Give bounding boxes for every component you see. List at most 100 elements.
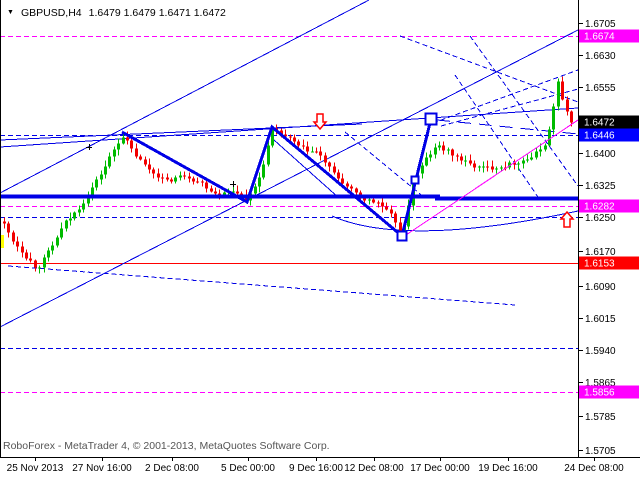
trendline[interactable] — [0, 29, 579, 328]
price-badge-label: 1.6446 — [584, 131, 615, 142]
price-tick-label: 1.6250 — [585, 213, 616, 224]
candle — [196, 181, 199, 183]
candle — [210, 188, 213, 192]
candle — [192, 178, 195, 182]
trendline-dashed[interactable] — [432, 69, 579, 124]
price-tick-label: 1.6170 — [585, 247, 616, 258]
candle — [130, 140, 133, 149]
trendline-dashed[interactable] — [469, 35, 579, 187]
trendline-dashed[interactable] — [436, 119, 579, 135]
candle — [517, 163, 520, 165]
candle — [284, 134, 287, 137]
time-tick-label: 27 Nov 16:00 — [72, 463, 132, 474]
candle — [117, 143, 120, 150]
price-badge-label: 1.6153 — [584, 259, 615, 270]
time-tick-label: 2 Dec 08:00 — [145, 463, 199, 474]
price-tick-label: 1.6015 — [585, 314, 616, 325]
price-tick-label: 1.6090 — [585, 282, 616, 293]
candle — [201, 181, 204, 183]
candle — [65, 220, 68, 229]
trendline[interactable] — [0, 0, 370, 194]
price-tick-label: 1.5785 — [585, 412, 616, 423]
candle — [469, 160, 472, 164]
candle — [539, 149, 542, 152]
support-arc[interactable] — [331, 210, 579, 232]
price-tick-label: 1.6555 — [585, 83, 616, 94]
candle — [214, 191, 217, 194]
candle — [161, 177, 164, 179]
candle — [87, 196, 90, 204]
candle — [324, 155, 327, 163]
candle — [495, 168, 498, 170]
time-tick-label: 25 Nov 2013 — [7, 463, 64, 474]
trendline-dashed[interactable] — [344, 131, 426, 199]
candle — [500, 167, 503, 169]
zigzag-node-marker[interactable] — [396, 230, 408, 242]
forecast-trendline[interactable] — [402, 119, 579, 238]
candle — [482, 166, 485, 168]
trendline-dashed[interactable] — [399, 35, 579, 103]
price-level-badge — [579, 115, 639, 129]
time-tick-label: 9 Dec 16:00 — [289, 463, 343, 474]
candle — [78, 209, 81, 213]
zigzag-node-marker[interactable] — [410, 175, 420, 185]
candle — [267, 145, 270, 165]
candle — [328, 162, 331, 167]
candle — [464, 160, 467, 162]
candle — [390, 209, 393, 214]
candle — [100, 174, 103, 180]
candle — [280, 130, 283, 135]
symbol-period-label: GBPUSD,H4 — [20, 7, 82, 19]
candle — [34, 260, 37, 268]
candle — [319, 151, 322, 156]
candle — [535, 151, 538, 158]
candle — [315, 151, 318, 153]
candle — [12, 232, 15, 242]
candle — [456, 155, 459, 157]
candle — [394, 213, 397, 223]
candle — [29, 258, 32, 261]
candle — [438, 145, 441, 148]
candle — [548, 129, 551, 146]
candle — [530, 157, 533, 160]
candle — [104, 166, 107, 175]
candle — [3, 221, 6, 224]
trendline-dashed[interactable] — [454, 74, 541, 201]
candle — [113, 149, 116, 157]
candle — [254, 186, 257, 194]
candle — [399, 222, 402, 231]
time-tick-label: 19 Dec 16:00 — [478, 463, 538, 474]
candle — [429, 154, 432, 158]
sell-arrow-icon[interactable] — [312, 113, 328, 131]
buy-arrow-icon[interactable] — [559, 210, 575, 228]
candle — [51, 245, 54, 251]
zigzag-pattern-line[interactable] — [121, 118, 433, 239]
trendline-dashed[interactable] — [7, 265, 516, 306]
candle — [289, 136, 292, 138]
candle — [381, 202, 384, 207]
candle — [293, 137, 296, 142]
price-tick-label: 1.6325 — [585, 181, 616, 192]
candle — [544, 145, 547, 150]
candle — [421, 165, 424, 174]
candle — [139, 156, 142, 160]
trendline[interactable] — [273, 139, 340, 199]
candle — [350, 186, 353, 189]
candle — [56, 237, 59, 246]
candle — [152, 169, 155, 174]
candle — [43, 257, 46, 268]
trendline[interactable] — [0, 123, 363, 141]
candle — [447, 149, 450, 151]
zigzag-node-marker[interactable] — [424, 112, 438, 126]
candle — [368, 199, 371, 201]
price-level-badge — [579, 199, 639, 213]
candle — [271, 128, 274, 146]
candle — [434, 147, 437, 155]
price-level-badge — [579, 385, 639, 399]
candle — [183, 175, 186, 177]
candle — [460, 156, 463, 161]
chart-title: ▼ GBPUSD,H4 1.6479 1.6479 1.6471 1.6472 — [7, 7, 226, 19]
candle — [122, 137, 125, 144]
